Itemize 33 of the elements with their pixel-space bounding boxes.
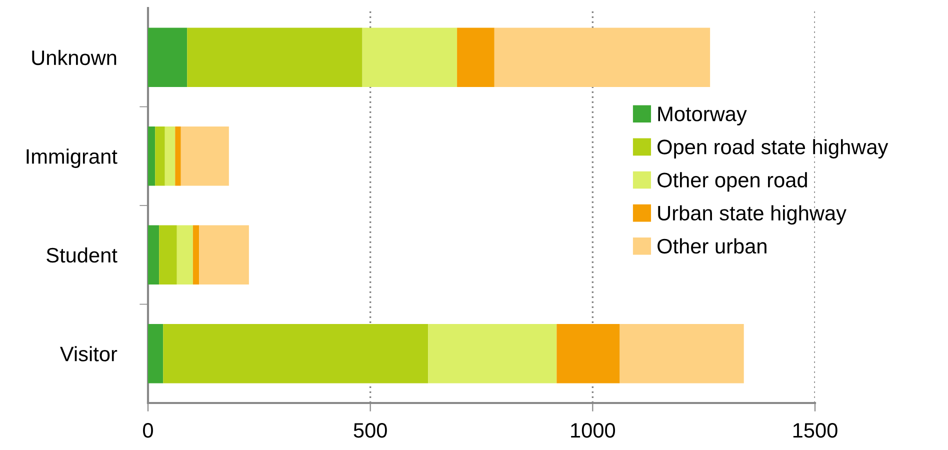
legend-label: Other urban bbox=[658, 238, 766, 254]
bar bbox=[187, 28, 362, 87]
legend-label: Open road state highway bbox=[658, 139, 888, 158]
y-tick-label: Student bbox=[46, 247, 118, 263]
x-tick-label: 1000 bbox=[571, 422, 616, 438]
y-tick-label: Immigrant bbox=[26, 148, 118, 168]
x-tick-label: 500 bbox=[354, 422, 387, 438]
bar bbox=[428, 324, 557, 384]
bar bbox=[556, 324, 620, 384]
bar bbox=[148, 324, 164, 384]
legend-label: Motorway bbox=[658, 106, 747, 126]
bar bbox=[457, 28, 494, 87]
bar bbox=[176, 225, 193, 284]
bar bbox=[163, 324, 428, 384]
y-tick-label: Visitor bbox=[60, 346, 118, 362]
legend-label: Urban state highway bbox=[658, 205, 846, 225]
bar bbox=[180, 126, 229, 186]
y-tick-label: Unknown bbox=[32, 50, 116, 66]
x-tick-label: 0 bbox=[143, 422, 153, 438]
x-tick-label: 1500 bbox=[793, 422, 838, 438]
bar bbox=[155, 126, 165, 186]
bar bbox=[199, 225, 249, 284]
bar bbox=[175, 126, 181, 186]
bar bbox=[148, 225, 160, 284]
bar bbox=[159, 225, 177, 284]
bar bbox=[620, 324, 744, 384]
bar bbox=[164, 126, 176, 186]
bar bbox=[148, 28, 188, 87]
bar bbox=[494, 28, 710, 87]
bar bbox=[192, 225, 200, 284]
legend-label: Other open road bbox=[658, 172, 807, 192]
bar bbox=[148, 126, 156, 186]
bar bbox=[362, 28, 458, 87]
